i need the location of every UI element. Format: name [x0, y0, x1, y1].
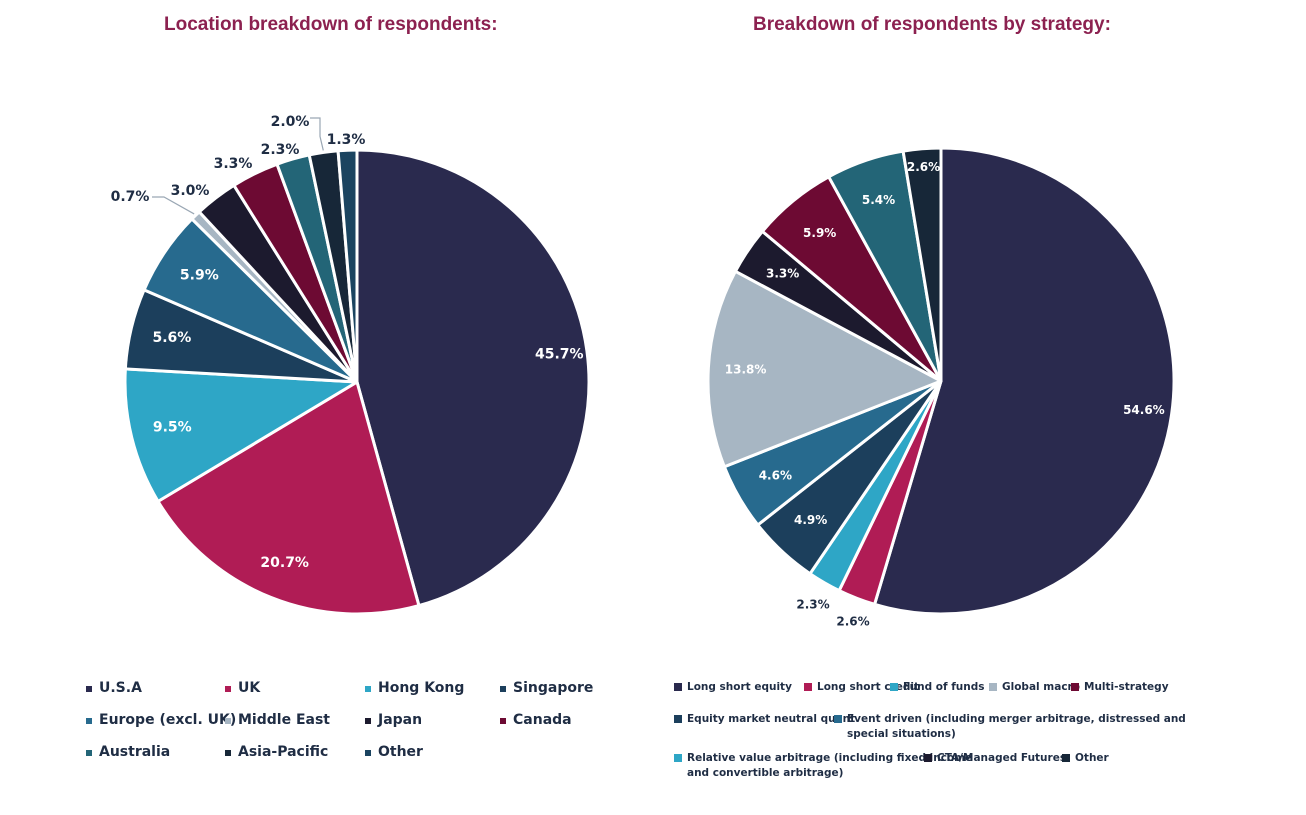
- legend-item: Other: [365, 744, 423, 760]
- legend-item: Global macro: [989, 680, 1080, 695]
- legend-swatch: [674, 683, 682, 691]
- legend-swatch: [225, 718, 231, 724]
- legend-item: Canada: [500, 712, 572, 728]
- pie-strategy: 54.6% 2.6% 2.3% 4.9% 4.6% 13.8% 3.3% 5.9% 5.4% 2.…: [706, 146, 1176, 629]
- legend-item: Japan: [365, 712, 422, 728]
- data-label: 2.3%: [261, 142, 300, 158]
- legend-swatch: [365, 718, 371, 724]
- legend-item: U.S.A: [86, 680, 142, 696]
- leader-line: [152, 196, 195, 215]
- legend-label: Long short equity: [687, 681, 792, 693]
- data-label: 5.4%: [862, 193, 895, 207]
- pie-slice-global-macro: [706, 269, 943, 469]
- legend-label: Other: [1075, 752, 1109, 764]
- legend-label: Relative value arbitrage (including fixe…: [687, 752, 973, 779]
- legend-label: Multi-strategy: [1084, 681, 1169, 693]
- pie-slice-hong-kong: [123, 367, 359, 503]
- legend-swatch: [225, 750, 231, 756]
- legend-swatch: [989, 683, 997, 691]
- legend-swatch: [674, 715, 682, 723]
- data-label: 20.7%: [260, 555, 309, 571]
- data-label: 3.0%: [171, 183, 210, 199]
- legend-item: Event driven (including merger arbitrage…: [834, 712, 1186, 742]
- legend-item: UK: [225, 680, 260, 696]
- data-label: 2.6%: [836, 615, 869, 629]
- legend-label: Canada: [513, 712, 572, 728]
- legend-item: Australia: [86, 744, 170, 760]
- data-label: 3.3%: [214, 156, 253, 172]
- legend-swatch: [365, 750, 371, 756]
- data-label: 2.3%: [796, 598, 829, 612]
- data-label: 2.6%: [907, 160, 940, 174]
- data-label: 2.0%: [271, 114, 310, 130]
- legend-item: Other: [1062, 751, 1109, 766]
- pie-location: 45.7% 20.7% 9.5% 5.6% 5.9% 0.7% 3.0%3.3% 2.3% 2.…: [111, 114, 591, 616]
- legend-swatch: [86, 750, 92, 756]
- pie-slice-other: [336, 148, 359, 384]
- data-label: 13.8%: [725, 362, 767, 376]
- data-label: 5.9%: [803, 226, 836, 240]
- leader-line: [310, 117, 324, 151]
- pie-slice-uk: [156, 380, 421, 616]
- legend-swatch: [86, 686, 92, 692]
- legend-swatch: [365, 686, 371, 692]
- data-label: 1.3%: [327, 132, 366, 148]
- data-label: 0.7%: [111, 189, 150, 205]
- legend-item: Relative value arbitrage (including fixe…: [674, 751, 972, 781]
- legend-label: Hong Kong: [378, 680, 465, 696]
- data-label: 5.9%: [180, 268, 219, 284]
- legend-label: Japan: [378, 712, 423, 728]
- pie-slice-other: [901, 146, 943, 383]
- legend-item: Fund of funds: [890, 680, 985, 695]
- legend-item: Long short equity: [674, 680, 792, 695]
- legend-swatch: [890, 683, 898, 691]
- legend-swatch: [1062, 754, 1070, 762]
- legend-label: Europe (excl. UK): [99, 712, 237, 728]
- legend-item: Asia-Pacific: [225, 744, 328, 760]
- legend-swatch: [804, 683, 812, 691]
- legend-item: Middle East: [225, 712, 330, 728]
- pie-slice-long-short-equity: [873, 146, 1176, 616]
- data-label: 5.6%: [152, 330, 191, 346]
- legend-label: U.S.A: [99, 680, 142, 696]
- legend-item: Equity market neutral quant: [674, 712, 855, 727]
- legend-swatch: [1071, 683, 1079, 691]
- legend-label: UK: [238, 680, 261, 696]
- data-label: 45.7%: [535, 347, 584, 363]
- data-label: 3.3%: [766, 267, 799, 281]
- legend-item: Multi-strategy: [1071, 680, 1169, 695]
- legend-swatch: [500, 718, 506, 724]
- legend-label: Singapore: [513, 680, 594, 696]
- legend-label: Asia-Pacific: [238, 744, 329, 760]
- legend-label: Middle East: [238, 712, 330, 728]
- data-label: 54.6%: [1123, 403, 1165, 417]
- legend-swatch: [924, 754, 932, 762]
- legend-item: CTA/Managed Futures: [924, 751, 1066, 766]
- pie-slice-u-s-a: [355, 148, 591, 608]
- legend-label: Fund of funds: [903, 681, 985, 693]
- legend-label: Australia: [99, 744, 171, 760]
- data-label: 9.5%: [153, 420, 192, 436]
- legend-swatch: [834, 715, 842, 723]
- legend-label: Other: [378, 744, 423, 760]
- data-label: 4.6%: [759, 469, 792, 483]
- legend-swatch: [500, 686, 506, 692]
- legend-label: Event driven (including merger arbitrage…: [847, 713, 1186, 740]
- legend-swatch: [225, 686, 231, 692]
- legend-item: Singapore: [500, 680, 593, 696]
- legend-item: Europe (excl. UK): [86, 712, 236, 728]
- data-label: 4.9%: [794, 513, 827, 527]
- legend-swatch: [86, 718, 92, 724]
- chart-title-strategy: Breakdown of respondents by strategy:: [753, 14, 1111, 35]
- legend-swatch: [674, 754, 682, 762]
- legend-label: Global macro: [1002, 681, 1080, 693]
- legend-label: Equity market neutral quant: [687, 713, 856, 725]
- chart-title-location: Location breakdown of respondents:: [164, 14, 498, 35]
- legend-item: Hong Kong: [365, 680, 464, 696]
- legend-label: CTA/Managed Futures: [937, 752, 1067, 764]
